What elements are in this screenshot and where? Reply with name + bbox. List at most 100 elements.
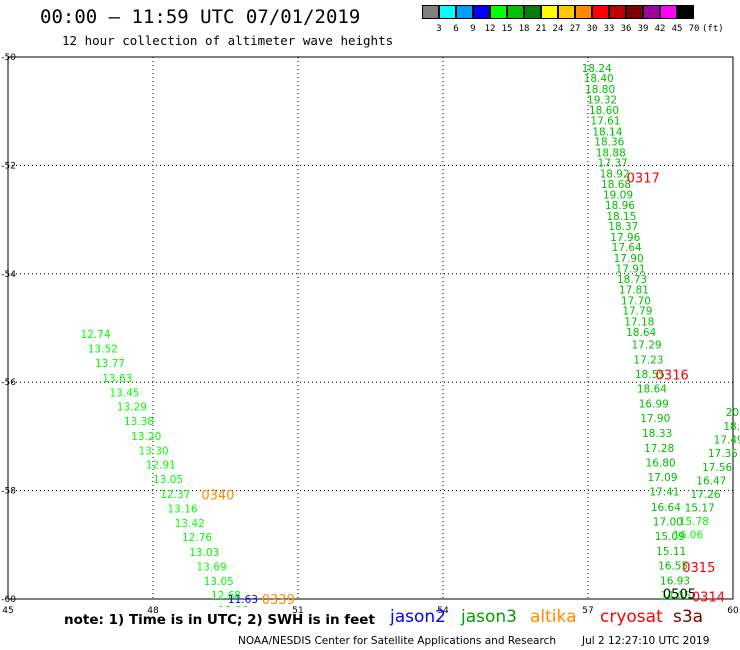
satellite-legend-altika: altika <box>530 607 577 627</box>
satellite-legend-jason3: jason3 <box>461 607 517 627</box>
swh-value: 15.78 <box>679 516 709 528</box>
swh-value: 17.70 <box>621 295 651 307</box>
swh-value: 13.29 <box>117 402 147 414</box>
swh-value: 17.61 <box>590 115 620 127</box>
swh-value: 13.20 <box>131 431 161 443</box>
swh-value: 17.28 <box>644 443 674 455</box>
swh-value: 17.79 <box>622 306 652 318</box>
swh-value: 15.11 <box>656 546 686 558</box>
chart-title: 00:00 – 11:59 UTC 07/01/2019 <box>40 6 361 28</box>
swh-value: 13.69 <box>197 561 227 573</box>
data-layer: 12.74 13.52 13.77 13.63 13.45 13.29 13.38 13.20… <box>81 63 740 617</box>
x-tick-label: 57 <box>582 606 593 616</box>
plot-frame <box>7 56 734 600</box>
swh-value: 18.96 <box>605 200 635 212</box>
swh-value: 16.99 <box>639 398 669 410</box>
swh-value: 18.24 <box>582 63 612 75</box>
footer-credit: NOAA/NESDIS Center for Satellite Applica… <box>238 635 556 647</box>
y-tick-label: -58 <box>1 487 16 497</box>
swh-value: 13.38 <box>124 416 154 428</box>
swh-value: 12.37 <box>160 489 190 501</box>
legend-label-24: 24 <box>552 24 564 34</box>
legend-label-45: 45 <box>671 24 683 34</box>
swh-value: 17.26 <box>690 489 720 501</box>
swh-value: 13.52 <box>88 344 118 356</box>
swh-value: 16.80 <box>646 457 676 469</box>
footer-timestamp: Jul 2 12:27:10 UTC 2019 <box>582 635 710 647</box>
pass-time-label: 0317 <box>627 171 660 186</box>
swh-value: 16.64 <box>651 502 681 514</box>
swh-value: 18.14 <box>592 126 622 138</box>
swh-value: 17.90 <box>640 413 670 425</box>
swh-value: 18.64 <box>637 384 667 396</box>
satellite-legend-s3a: s3a <box>673 607 704 627</box>
swh-value: 18.80 <box>585 84 615 96</box>
swh-value: 16.55 <box>658 560 688 572</box>
pass-time-label: 0505 <box>663 588 696 603</box>
legend-swatch-18 <box>507 5 524 19</box>
legend-label-18: 18 <box>518 24 530 34</box>
swh-value: 19.32 <box>587 94 617 106</box>
legend-label-39: 39 <box>637 24 649 34</box>
legend-swatch-3 <box>422 5 439 19</box>
swh-value: 18.88 <box>596 147 626 159</box>
swh-value: 17.35 <box>708 448 738 460</box>
swh-value: 13.30 <box>139 445 169 457</box>
legend-label-36: 36 <box>620 24 632 34</box>
swh-value: 18.15 <box>606 211 636 223</box>
swh-value: 15.17 <box>685 502 715 514</box>
legend-swatch-21 <box>524 5 541 19</box>
x-tick-label: 54 <box>437 606 449 616</box>
swh-value: 16.47 <box>696 475 726 487</box>
legend-swatch-6 <box>439 5 456 19</box>
legend-label-21: 21 <box>535 24 547 34</box>
swh-value: 18.68 <box>601 179 631 191</box>
swh-value: 20. <box>726 407 740 419</box>
legend-label-30: 30 <box>586 24 598 34</box>
legend-swatch-70 <box>677 5 694 19</box>
x-tick-label: 60 <box>727 606 739 616</box>
y-tick-label: -52 <box>1 161 16 171</box>
swh-value: 18.92 <box>600 169 630 181</box>
legend-swatch-12 <box>473 5 490 19</box>
legend-label-42: 42 <box>654 24 666 34</box>
legend-swatch-36 <box>609 5 626 19</box>
y-tick-label: -60 <box>1 595 16 605</box>
swh-value: 17.90 <box>614 253 644 265</box>
swh-value: 13.05 <box>153 474 183 486</box>
swh-value: 17.91 <box>616 263 646 275</box>
swh-value: 12.74 <box>81 329 111 341</box>
swh-value: 17.96 <box>610 232 640 244</box>
legend-swatch-9 <box>456 5 473 19</box>
swh-value: 13.77 <box>95 358 125 370</box>
swh-value: 12.86 <box>218 605 248 617</box>
swh-value: 17.56 <box>702 462 732 474</box>
swh-value: 18.40 <box>584 73 614 85</box>
legend-label-12: 12 <box>484 24 496 34</box>
swh-value: 18.36 <box>594 137 624 149</box>
satellite-legend-jason2: jason2 <box>390 607 446 627</box>
swh-value: 19.09 <box>603 190 633 202</box>
pass-time-label: 0316 <box>656 369 689 384</box>
swh-value: 11.63 <box>228 594 258 606</box>
legend-label-70: 70 <box>688 24 700 34</box>
legend-swatch-33 <box>592 5 609 19</box>
chart-subtitle: 12 hour collection of altimeter wave hei… <box>62 33 394 48</box>
swh-value: 18.60 <box>589 105 619 117</box>
swh-value: 17.23 <box>633 354 663 366</box>
swh-value: 17.29 <box>632 339 662 351</box>
x-tick-label: 51 <box>292 606 303 616</box>
legend-label-15: 15 <box>501 24 513 34</box>
legend-swatch-42 <box>643 5 660 19</box>
swh-value: 16.06 <box>673 530 703 542</box>
legend-swatch-39 <box>626 5 643 19</box>
pass-time-label: 0340 <box>201 488 234 503</box>
swh-value: 18.73 <box>617 274 647 286</box>
swh-value: 12.68 <box>211 590 241 602</box>
swh-value: 12.91 <box>146 460 176 472</box>
y-tick-label: -50 <box>1 53 16 63</box>
pass-time-label: 0315 <box>682 561 715 576</box>
pass-time-label: 0314 <box>692 590 725 605</box>
legend-unit: (ft) <box>702 24 724 34</box>
